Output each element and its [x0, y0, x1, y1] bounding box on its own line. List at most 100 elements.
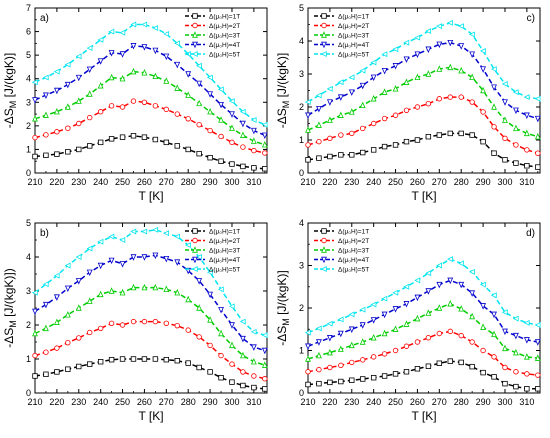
- data-point: [240, 382, 246, 389]
- data-point: [174, 61, 181, 69]
- data-point: [392, 371, 399, 377]
- data-point: [64, 285, 71, 293]
- data-point: [305, 142, 311, 148]
- x-tick-label: 230: [344, 397, 359, 407]
- y-tick-label: 5: [299, 3, 304, 13]
- data-point: [152, 356, 159, 362]
- series-line: [34, 229, 266, 336]
- series-line: [307, 132, 538, 168]
- y-tick-label: 2: [26, 121, 31, 131]
- data-point: [229, 322, 235, 329]
- data-point: [262, 166, 268, 172]
- y-tick-label: 1: [299, 135, 304, 145]
- data-point: [425, 28, 432, 35]
- series: [32, 318, 268, 382]
- data-point: [108, 257, 115, 265]
- data-point: [513, 348, 519, 356]
- x-tick-label: 260: [410, 177, 425, 187]
- series: [32, 67, 268, 148]
- data-point: [229, 124, 235, 131]
- data-point: [207, 316, 214, 323]
- data-point: [218, 133, 224, 140]
- data-point: [305, 112, 311, 120]
- data-point: [480, 303, 487, 310]
- data-point: [185, 71, 192, 78]
- series-line: [307, 22, 538, 103]
- chart-panel: 210 220 230 240 250 260 270 280 290 300 310 0 1 2 3 4 T …: [275, 218, 541, 423]
- data-point: [436, 304, 443, 311]
- data-point: [196, 99, 203, 107]
- data-point: [392, 112, 399, 118]
- data-point: [262, 376, 268, 382]
- data-point: [327, 364, 333, 371]
- data-point: [337, 79, 344, 86]
- data-point: [174, 40, 180, 47]
- data-point: [349, 152, 355, 158]
- data-point: [218, 329, 224, 337]
- data-point: [491, 330, 497, 338]
- data-point: [239, 108, 246, 115]
- series: [304, 256, 541, 336]
- data-point: [108, 287, 115, 294]
- data-point: [76, 146, 82, 153]
- data-point: [86, 297, 93, 304]
- data-point: [228, 303, 235, 310]
- series-line: [34, 320, 265, 380]
- series: [32, 98, 268, 156]
- data-point: [425, 288, 432, 295]
- data-point: [469, 290, 476, 297]
- data-point: [250, 328, 257, 335]
- data-point: [174, 288, 181, 296]
- data-point: [447, 277, 454, 285]
- data-point: [320, 51, 327, 57]
- data-point: [43, 92, 49, 99]
- data-point: [480, 66, 487, 73]
- data-point: [513, 107, 519, 115]
- data-point: [316, 380, 322, 387]
- data-point: [414, 277, 421, 284]
- legend-label: Δ(μ₀H)=5T: [338, 267, 369, 274]
- data-point: [174, 322, 180, 329]
- data-point: [490, 292, 497, 299]
- data-point: [119, 356, 126, 362]
- x-tick-label: 300: [224, 397, 239, 407]
- data-point: [381, 373, 388, 379]
- data-point: [32, 115, 38, 122]
- y-tick-label: 4: [299, 36, 304, 46]
- data-point: [86, 45, 93, 52]
- data-point: [53, 68, 60, 75]
- data-point: [447, 358, 453, 364]
- data-point: [316, 105, 322, 113]
- legend-label: Δ(μ₀H)=2T: [209, 23, 240, 30]
- data-point: [65, 125, 71, 131]
- data-point: [458, 43, 465, 50]
- data-point: [174, 259, 181, 266]
- data-point: [414, 314, 421, 322]
- data-point: [64, 81, 71, 89]
- data-point: [436, 360, 443, 366]
- data-point: [130, 283, 137, 291]
- data-point: [64, 61, 71, 68]
- data-point: [42, 74, 49, 81]
- data-point: [348, 108, 355, 115]
- data-point: [436, 65, 443, 72]
- data-point: [262, 386, 268, 392]
- data-point: [141, 228, 148, 235]
- data-point: [163, 320, 170, 326]
- data-point: [250, 357, 257, 365]
- data-point: [305, 157, 311, 163]
- data-point: [141, 44, 148, 51]
- data-point: [75, 254, 82, 260]
- data-point: [119, 261, 126, 268]
- data-point: [535, 164, 541, 170]
- data-point: [196, 150, 202, 157]
- series-line: [34, 23, 266, 126]
- data-point: [195, 254, 202, 260]
- series: [305, 358, 541, 392]
- legend-label: Δ(μ₀H)=5T: [209, 267, 240, 274]
- x-tick-label: 310: [246, 397, 261, 407]
- data-point: [447, 328, 453, 335]
- data-point: [315, 325, 322, 332]
- data-point: [337, 111, 344, 118]
- data-point: [261, 132, 268, 140]
